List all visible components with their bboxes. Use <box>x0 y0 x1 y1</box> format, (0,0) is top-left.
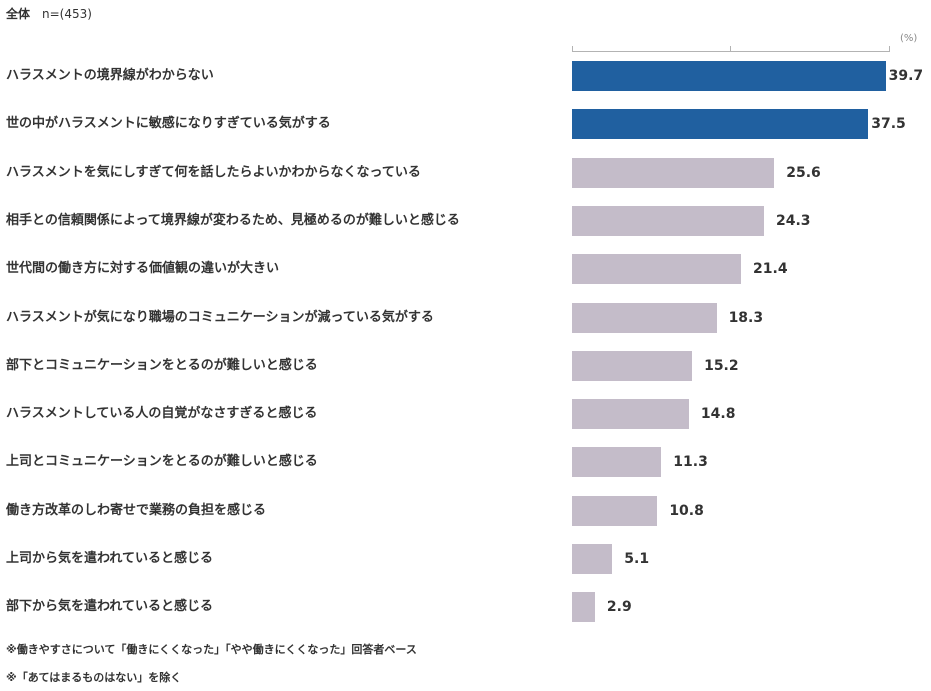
category-label: 上司から気を遣われていると感じる <box>6 551 213 566</box>
value-label: 25.6 <box>786 164 821 181</box>
unit-label: (%) <box>900 33 918 44</box>
category-label: 世の中がハラスメントに敏感になりすぎている気がする <box>6 116 331 132</box>
sample-size-label: n=(453) <box>42 7 92 21</box>
value-label: 10.8 <box>669 502 704 519</box>
value-label: 18.3 <box>728 309 764 326</box>
value-label: 24.3 <box>775 212 811 229</box>
bar <box>572 205 764 236</box>
category-label: ハラスメントしている人の自覚がなさすぎると感じる <box>6 406 318 422</box>
bar <box>572 157 775 188</box>
category-label: 世代間の働き方に対する価値観の違いが大きい <box>6 261 280 277</box>
category-label: ハラスメントを気にしすぎて何を話したらよいかわからなくなっている <box>6 164 421 180</box>
value-label: 21.4 <box>753 261 788 278</box>
bar <box>572 109 869 140</box>
bar <box>572 399 689 430</box>
bar <box>572 254 742 285</box>
x-axis-tick <box>889 46 890 52</box>
category-label: ハラスメントが気になり職場のコミュニケーションが減っている気がする <box>6 309 434 325</box>
chart-header: 全体 n=(453) <box>6 5 92 22</box>
category-label: 部下とコミュニケーションをとるのが難しいと感じる <box>6 357 318 373</box>
scope-label: 全体 <box>6 7 31 21</box>
value-label: 15.2 <box>704 357 739 374</box>
x-axis-tick <box>730 46 731 52</box>
category-label: 働き方改革のしわ寄せで業務の負担を感じる <box>6 502 267 518</box>
footnote-base: ※働きやすさについて「働きにくくなった」「やや働きにくくなった」回答者ベース <box>6 643 417 656</box>
bar <box>572 544 613 574</box>
value-label: 37.5 <box>871 116 906 133</box>
category-label: 相手との信頼関係によって境界線が変わるため、見極めるのが難しいと感じる <box>6 212 460 228</box>
category-label: 部下から気を遣われていると感じる <box>6 599 213 615</box>
footnote-exclusion: ※「あてはまるものはない」を除く <box>6 671 182 684</box>
bar <box>572 495 658 526</box>
category-label: ハラスメントの境界線がわからない <box>6 68 214 83</box>
value-label: 39.7 <box>888 68 924 84</box>
x-axis-line <box>572 51 890 52</box>
value-label: 14.8 <box>700 406 736 423</box>
bar <box>572 302 717 333</box>
bar <box>572 350 693 381</box>
value-label: 11.3 <box>673 454 708 471</box>
bar <box>572 447 662 478</box>
value-label: 5.1 <box>624 551 650 567</box>
bar <box>572 592 595 623</box>
category-label: 上司とコミュニケーションをとるのが難しいと感じる <box>6 454 318 470</box>
bar <box>572 61 886 91</box>
x-axis <box>572 46 890 52</box>
x-axis-tick <box>572 46 573 52</box>
value-label: 2.9 <box>606 599 632 616</box>
